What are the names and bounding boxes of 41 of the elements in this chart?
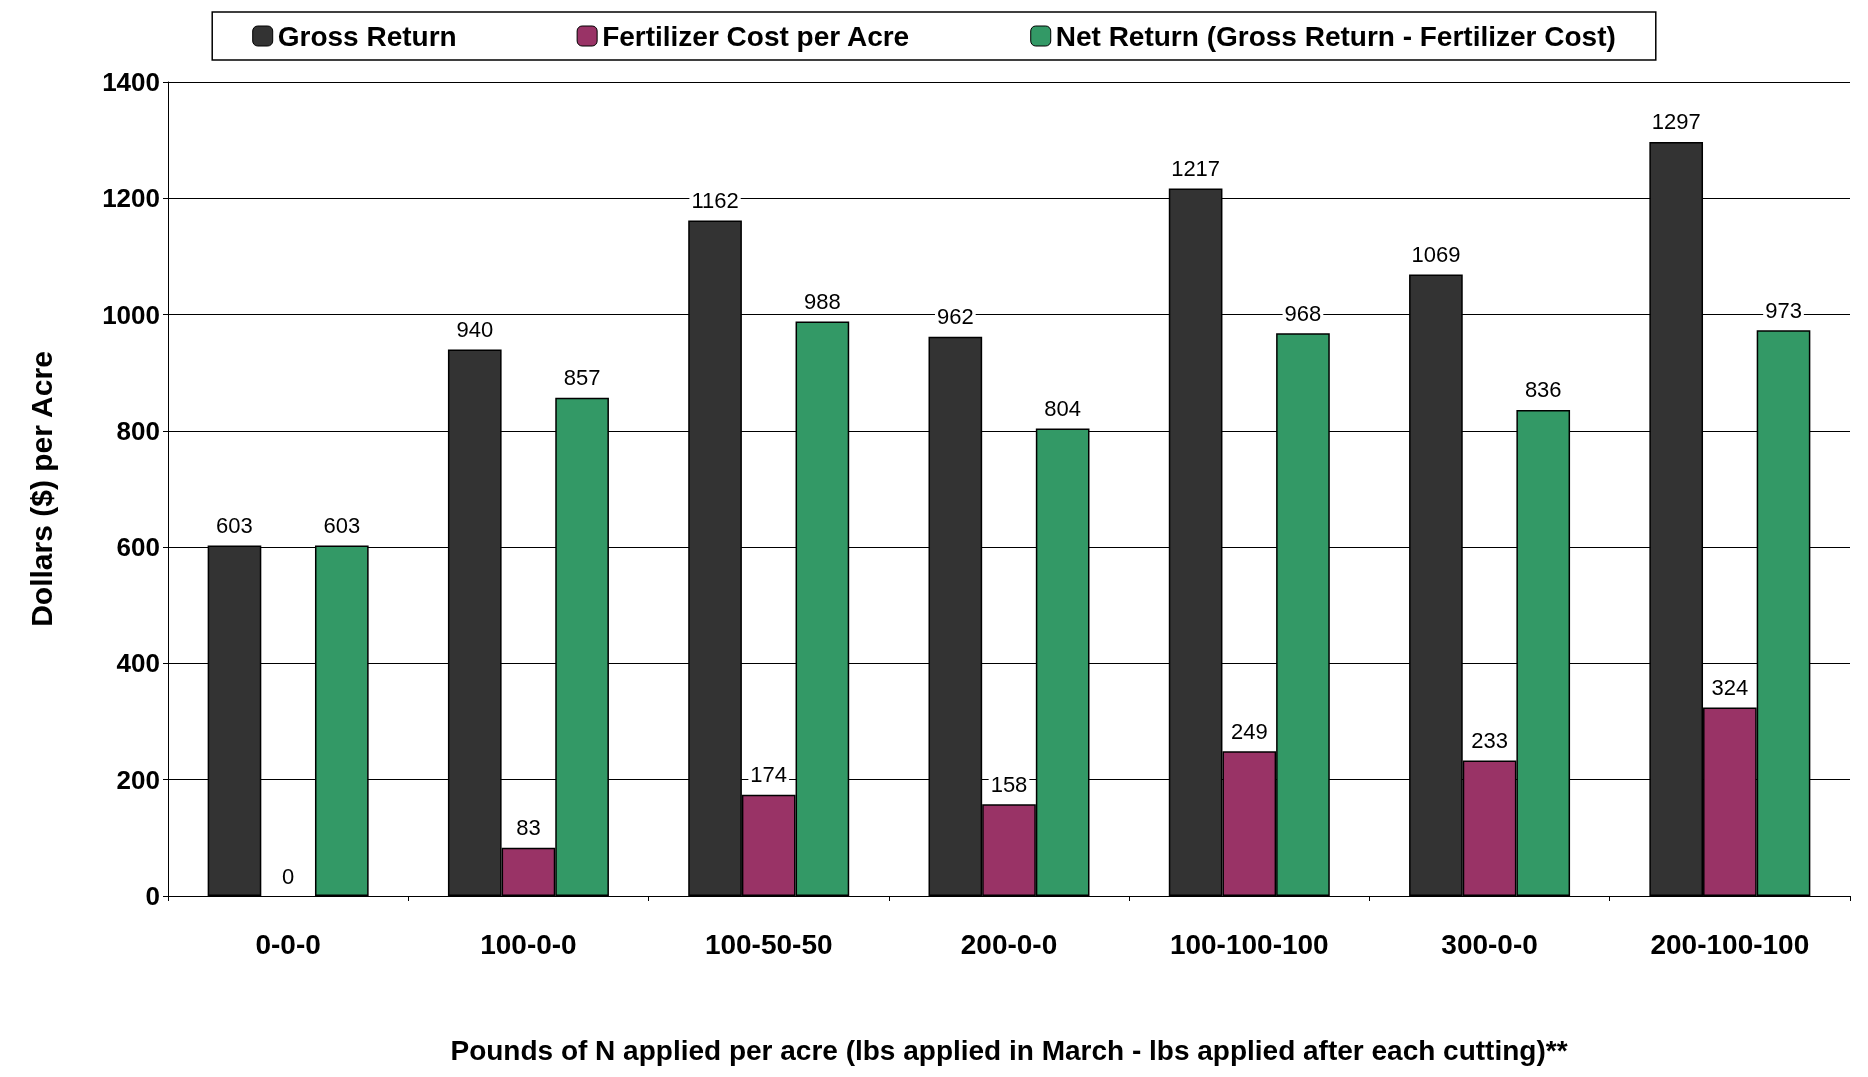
data-label: 1069 [1411,241,1461,267]
data-label: 233 [1471,728,1508,754]
data-label: 804 [1044,396,1082,422]
x-tick-label: 100-0-0 [480,928,577,960]
data-label: 988 [804,289,841,315]
data-label: 158 [990,771,1028,797]
y-tick-label: 0 [145,881,160,911]
y-tick-label: 200 [116,764,160,795]
x-tick-label: 200-0-0 [960,928,1058,960]
data-label: 1297 [1651,109,1701,135]
y-tick-label: 800 [116,415,160,446]
data-label: 836 [1524,377,1562,403]
data-label: 0 [282,863,295,889]
legend-label: Net Return (Gross Return - Fertilizer Cost) [1055,20,1616,52]
data-label: 174 [750,762,788,788]
x-tick-label: 200-100-100 [1650,928,1810,960]
legend-label: Fertilizer Cost per Acre [602,20,910,52]
data-label: 249 [1230,718,1268,744]
data-label: 603 [216,512,253,538]
legend-label: Gross Return [277,20,457,52]
x-tick-label: 300-0-0 [1441,928,1538,960]
data-label: 973 [1765,297,1802,323]
data-label: 83 [516,815,541,841]
data-label: 324 [1711,675,1749,701]
data-label: 1217 [1171,155,1221,181]
data-label: 940 [456,316,494,342]
data-label: 857 [563,365,601,391]
y-tick-label: 400 [116,648,160,679]
data-label: 1162 [691,187,739,213]
x-tick-label: 100-50-50 [704,928,833,960]
x-tick-label: 100-100-100 [1169,928,1329,960]
y-axis-title: Dollars ($) per Acre [24,351,58,627]
x-axis-title: Pounds of N applied per acre (lbs applied in March - lbs applied after each cutting)** [450,1034,1568,1066]
data-label: 962 [936,304,974,330]
data-label: 603 [323,512,361,538]
y-tick-label: 1400 [102,67,160,97]
x-tick-label: 0-0-0 [255,928,321,960]
y-tick-label: 1000 [102,299,160,330]
y-tick-label: 1200 [102,183,160,214]
data-label: 968 [1284,300,1322,326]
y-tick-label: 600 [116,532,160,563]
